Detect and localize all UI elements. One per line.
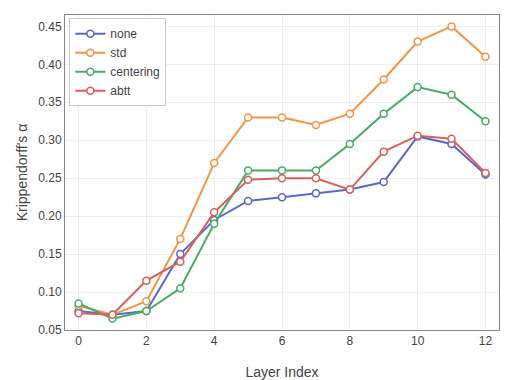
svg-text:2: 2 — [143, 334, 150, 348]
svg-text:12: 12 — [479, 334, 493, 348]
svg-text:0.10: 0.10 — [38, 285, 62, 299]
svg-text:0.35: 0.35 — [38, 95, 62, 109]
svg-text:none: none — [110, 27, 137, 41]
svg-text:0: 0 — [75, 334, 82, 348]
svg-text:0.30: 0.30 — [38, 133, 62, 147]
svg-text:0.20: 0.20 — [38, 209, 62, 223]
svg-text:0.15: 0.15 — [38, 247, 62, 261]
svg-text:8: 8 — [346, 334, 353, 348]
svg-text:Layer Index: Layer Index — [245, 364, 318, 380]
svg-text:0.05: 0.05 — [38, 323, 62, 337]
svg-text:6: 6 — [279, 334, 286, 348]
svg-text:0.25: 0.25 — [38, 171, 62, 185]
svg-text:4: 4 — [211, 334, 218, 348]
svg-text:0.45: 0.45 — [38, 20, 62, 34]
svg-text:10: 10 — [411, 334, 425, 348]
svg-text:Krippendorff's α: Krippendorff's α — [14, 124, 30, 222]
svg-text:0.40: 0.40 — [38, 58, 62, 72]
svg-text:abtt: abtt — [110, 84, 131, 98]
svg-text:centering: centering — [110, 65, 159, 79]
svg-text:std: std — [110, 46, 126, 60]
